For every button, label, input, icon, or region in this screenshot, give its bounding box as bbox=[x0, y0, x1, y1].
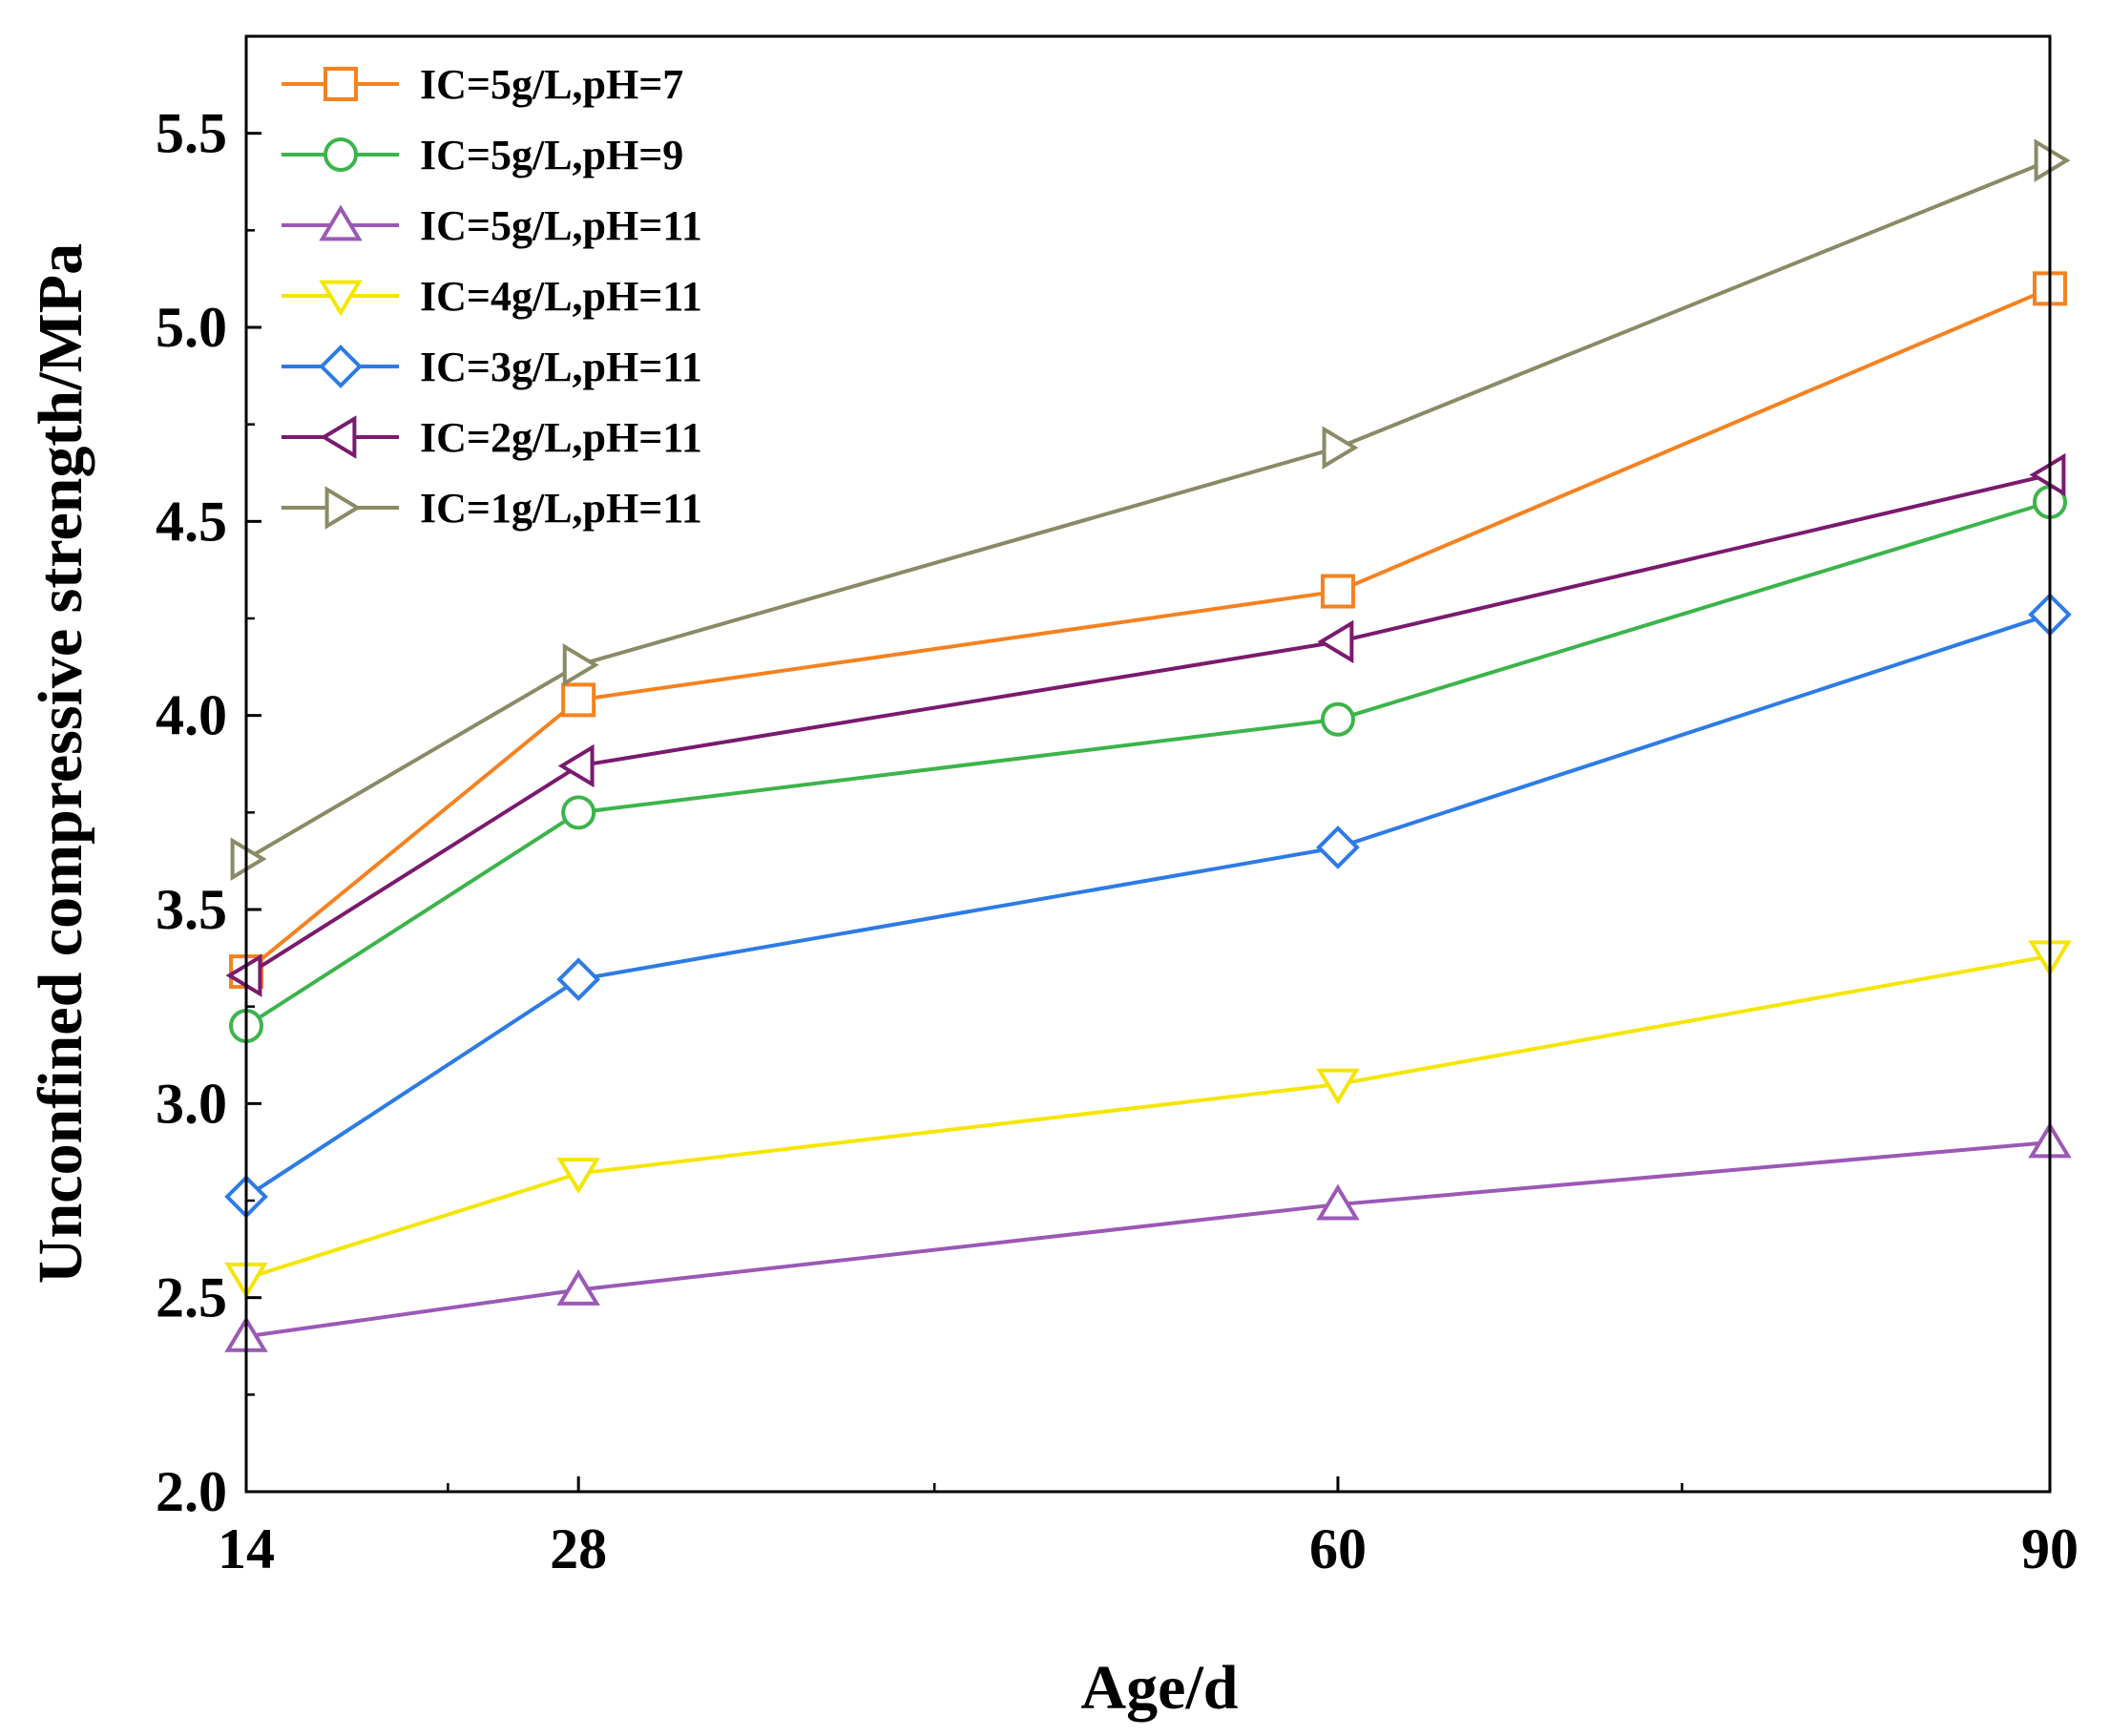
x-tick-label: 60 bbox=[1309, 1517, 1367, 1580]
data-point bbox=[556, 1158, 600, 1195]
series-layer bbox=[224, 138, 2072, 1352]
data-point bbox=[562, 643, 599, 687]
legend-marker bbox=[319, 204, 363, 241]
legend-item: IC=4g/L,pH=11 bbox=[282, 273, 702, 320]
data-point bbox=[561, 682, 596, 718]
legend-item: IC=2g/L,pH=11 bbox=[282, 414, 702, 461]
legend-item: IC=5g/L,pH=7 bbox=[282, 61, 683, 108]
plot-frame bbox=[244, 34, 2052, 1494]
data-point bbox=[1317, 619, 1354, 664]
x-tick-label: 90 bbox=[2021, 1517, 2079, 1580]
y-tick-label: 3.5 bbox=[156, 878, 227, 941]
y-tick-label: 2.0 bbox=[156, 1460, 227, 1523]
data-point bbox=[556, 1269, 600, 1306]
data-point bbox=[1320, 574, 1355, 609]
series-7 bbox=[230, 138, 2071, 881]
data-point bbox=[556, 957, 600, 1002]
legend-item: IC=3g/L,pH=11 bbox=[282, 344, 702, 390]
y-tick-label: 4.5 bbox=[156, 490, 227, 553]
x-tick-label: 28 bbox=[550, 1517, 607, 1580]
x-tick-label: 14 bbox=[218, 1517, 275, 1580]
y-tick-label: 2.5 bbox=[156, 1266, 227, 1329]
series-line bbox=[244, 286, 2051, 973]
series-line bbox=[244, 500, 2051, 1028]
data-point bbox=[1316, 1183, 1360, 1221]
legend-marker bbox=[319, 280, 363, 317]
legend-marker bbox=[324, 486, 362, 530]
data-point bbox=[557, 743, 595, 788]
data-point bbox=[230, 837, 267, 881]
legend-item: IC=1g/L,pH=11 bbox=[282, 485, 702, 532]
legend-label: IC=5g/L,pH=7 bbox=[420, 61, 683, 108]
legend-marker bbox=[324, 67, 358, 101]
data-point bbox=[1316, 1068, 1360, 1105]
series-5 bbox=[224, 593, 2072, 1219]
y-axis-title: Unconfined compressive strength/MPa bbox=[26, 243, 95, 1284]
series-line bbox=[244, 158, 2051, 861]
y-tick-label: 4.0 bbox=[156, 684, 227, 747]
series-6 bbox=[225, 452, 2066, 997]
axes-layer bbox=[244, 34, 2052, 1494]
ticks-layer: 2.0 2.5 3.0 3.5 4.0 4.5 5.0 5.5 14 28 60 90 bbox=[156, 102, 2079, 1580]
data-point bbox=[2034, 138, 2071, 182]
x-axis-title: Age/d bbox=[1081, 1653, 1239, 1723]
y-tick-label: 5.0 bbox=[156, 296, 227, 359]
series-3 bbox=[224, 1121, 2072, 1352]
legend-item: IC=5g/L,pH=11 bbox=[282, 202, 702, 249]
y-tick-label: 5.5 bbox=[156, 102, 227, 165]
legend-label: IC=3g/L,pH=11 bbox=[420, 344, 702, 390]
data-point bbox=[561, 795, 596, 830]
legend-marker bbox=[324, 137, 358, 172]
series-line bbox=[245, 953, 2051, 1281]
legend-label: IC=2g/L,pH=11 bbox=[420, 414, 702, 461]
legend-marker bbox=[319, 345, 363, 388]
data-point bbox=[2029, 452, 2066, 497]
data-point bbox=[1320, 701, 1355, 737]
data-point bbox=[1316, 826, 1360, 869]
data-point bbox=[225, 953, 262, 997]
legend-label: IC=4g/L,pH=11 bbox=[420, 273, 702, 320]
series-4 bbox=[224, 940, 2072, 1299]
series-line bbox=[245, 1140, 2051, 1339]
legend-label: IC=5g/L,pH=9 bbox=[420, 132, 683, 178]
legend-item: IC=5g/L,pH=9 bbox=[282, 132, 683, 178]
y-tick-label: 3.0 bbox=[156, 1072, 227, 1135]
series-line bbox=[244, 472, 2051, 977]
data-point bbox=[1322, 426, 1359, 470]
legend-label: IC=1g/L,pH=11 bbox=[420, 485, 702, 532]
legend-label: IC=5g/L,pH=11 bbox=[420, 202, 702, 249]
series-line bbox=[244, 613, 2051, 1199]
legend-marker bbox=[320, 415, 357, 459]
series-2 bbox=[229, 485, 2067, 1043]
legend: IC=5g/L,pH=7 IC=5g/L,pH=9 IC=5g/L,pH=11 IC=… bbox=[282, 61, 702, 532]
